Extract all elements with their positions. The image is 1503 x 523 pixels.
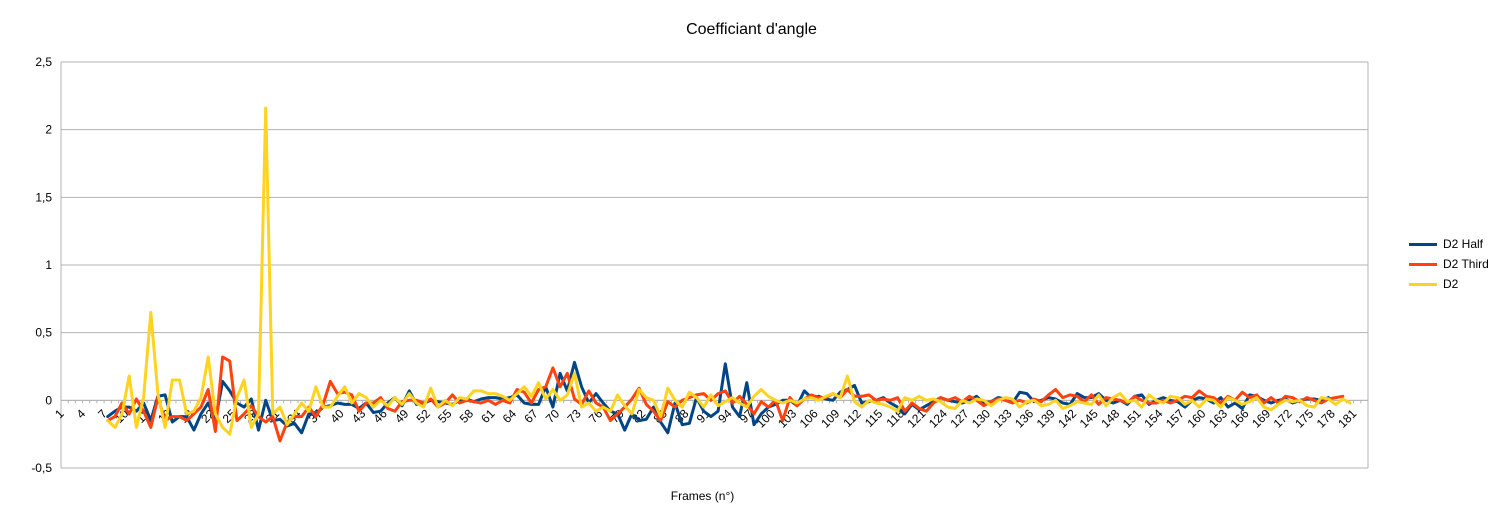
x-tick-label: 73 <box>564 406 584 426</box>
x-tick-label: 139 <box>1034 406 1058 430</box>
x-tick-label: 145 <box>1077 406 1101 430</box>
x-tick-label: 124 <box>926 406 950 430</box>
x-tick-label: 163 <box>1206 406 1230 430</box>
x-tick-label: 157 <box>1163 406 1187 430</box>
x-tick-label: 133 <box>991 406 1015 430</box>
x-tick-label: 142 <box>1055 406 1079 430</box>
series-line-d2 <box>106 106 1352 436</box>
legend-item-d2: D2 <box>1409 274 1489 294</box>
x-tick-label: 181 <box>1335 406 1359 430</box>
x-tick-label: 115 <box>862 406 886 430</box>
x-tick-label: 172 <box>1271 406 1295 430</box>
x-tick-label: 58 <box>457 406 477 426</box>
legend-label: D2 Half <box>1443 237 1484 251</box>
legend-swatch <box>1409 262 1437 266</box>
x-tick-label: 148 <box>1098 406 1122 430</box>
chart-title: Coefficiant d'angle <box>686 21 817 38</box>
x-tick-label: 127 <box>947 406 971 430</box>
legend-label: D2 Third <box>1443 257 1489 271</box>
x-tick-label: 151 <box>1120 406 1144 430</box>
x-tick-label: 106 <box>797 406 821 430</box>
x-tick-label: 52 <box>414 406 434 426</box>
x-tick-label: 70 <box>543 406 563 426</box>
x-tick-label: 64 <box>500 406 520 426</box>
x-tick-label: 178 <box>1314 406 1338 430</box>
legend-label: D2 <box>1443 277 1459 291</box>
x-tick-label: 112 <box>840 406 864 430</box>
x-tick-label: 67 <box>521 406 541 426</box>
legend-item-d2-third: D2 Third <box>1409 254 1489 274</box>
x-tick-label: 1 <box>52 406 67 421</box>
x-tick-label: 55 <box>435 406 455 426</box>
x-tick-label: 136 <box>1012 406 1036 430</box>
x-tick-label: 166 <box>1228 406 1252 430</box>
x-tick-label: 109 <box>818 406 842 430</box>
x-tick-label: 40 <box>327 406 347 426</box>
legend-swatch <box>1409 282 1437 286</box>
y-tick-label: 0 <box>45 393 52 407</box>
x-tick-label: 175 <box>1292 406 1316 430</box>
legend-swatch <box>1409 242 1437 246</box>
y-tick-label: -0,5 <box>31 461 52 475</box>
x-axis-label: Frames (n°) <box>670 489 735 503</box>
x-tick-label: 4 <box>74 406 89 421</box>
y-tick-label: 2 <box>45 123 52 137</box>
series-line-d2-third <box>106 355 1345 443</box>
y-tick-label: 0,5 <box>35 326 52 340</box>
y-tick-label: 2,5 <box>35 55 52 69</box>
legend-item-d2-half: D2 Half <box>1409 234 1489 254</box>
y-tick-label: 1 <box>45 258 52 272</box>
x-tick-label: 154 <box>1141 406 1165 430</box>
x-tick-label: 61 <box>478 406 498 426</box>
x-tick-label: 160 <box>1184 406 1208 430</box>
legend: D2 Half D2 Third D2 <box>1409 234 1489 294</box>
x-tick-label: 130 <box>969 406 993 430</box>
y-tick-label: 1,5 <box>35 190 52 204</box>
